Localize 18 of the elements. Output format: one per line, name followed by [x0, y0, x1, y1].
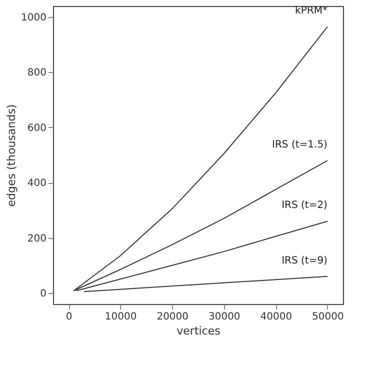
x-tick-label: 30000 — [208, 312, 240, 322]
y-tick-label: 600 — [27, 122, 46, 134]
x-tick-label: 40000 — [260, 312, 292, 322]
y-tick-label: 200 — [27, 233, 46, 244]
x-axis-title: vertices — [176, 324, 221, 338]
y-tick-label: 400 — [27, 178, 46, 190]
y-tick-label: 800 — [27, 68, 46, 79]
y-tick-label: 1000 — [21, 12, 46, 24]
series-label: IRS (t=9) — [282, 255, 328, 266]
x-tick-label: 50000 — [312, 312, 344, 322]
series-label: kPRM* — [295, 6, 328, 17]
series-label: IRS (t=1.5) — [272, 140, 328, 151]
x-tick-label: 20000 — [156, 312, 189, 322]
y-axis-title: edges (thousands) — [5, 104, 18, 207]
x-tick-label: 0 — [66, 312, 72, 322]
y-tick-label: 0 — [40, 288, 46, 300]
series-label: IRS (t=2) — [282, 200, 328, 212]
x-tick-label: 10000 — [104, 312, 137, 322]
